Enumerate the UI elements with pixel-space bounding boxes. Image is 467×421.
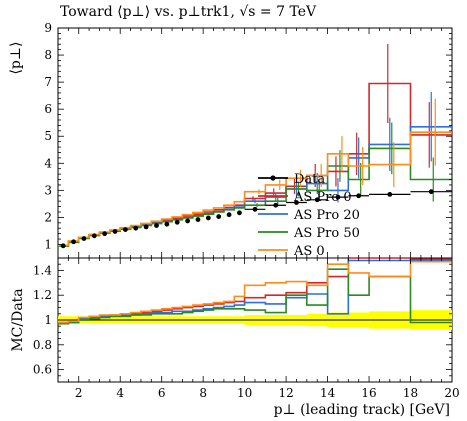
data-point [216, 214, 222, 220]
data-point [314, 197, 320, 203]
x-tick-label: 2 [75, 386, 83, 400]
legend: Data AS Pro 0 AS Pro 20 AS Pro 50 AS 0 [258, 172, 360, 259]
y-tick-label: 3 [44, 183, 52, 197]
data-point [174, 219, 180, 225]
y-tick-label: 4 [44, 156, 52, 170]
data-point [273, 202, 279, 208]
legend-label-as-pro-20: AS Pro 20 [293, 208, 360, 223]
ratio-layer [58, 257, 452, 330]
y-tick-label: 9 [44, 21, 52, 35]
data-point [133, 225, 139, 231]
x-tick-label: 14 [320, 386, 336, 400]
ratio-y-axis-label: MC/Data [10, 288, 26, 351]
data-point [195, 217, 201, 222]
x-tick-label: 10 [237, 386, 252, 400]
data-point [237, 210, 242, 216]
legend-label-as-pro-50: AS Pro 50 [293, 226, 360, 241]
data-point [71, 239, 76, 245]
x-tick-label: 16 [361, 386, 376, 400]
ratio-line-as-0 [58, 260, 452, 324]
main-y-axis-label: ⟨p⊥⟩ [8, 41, 24, 74]
data-point [164, 221, 170, 227]
data-point [122, 227, 128, 232]
y-tick-label: 7 [44, 75, 52, 89]
data-point [205, 215, 211, 221]
data-point [335, 194, 341, 200]
x-axis-label: p⊥ (leading track) [GeV] [274, 402, 450, 418]
legend-label-data: Data [294, 172, 325, 187]
x-tick-label: 12 [278, 386, 293, 400]
x-tick-label: 8 [199, 386, 207, 400]
x-tick-label: 18 [403, 386, 418, 400]
ratio-y-tick-label: 1.4 [33, 263, 52, 277]
data-point [102, 231, 108, 237]
data-point [226, 212, 232, 218]
ratio-line-as-pro-50 [58, 268, 452, 325]
x-tick-label: 6 [158, 386, 166, 400]
main-panel-frame [57, 27, 453, 259]
x-tick-label: 20 [444, 386, 459, 400]
y-tick-label: 8 [44, 48, 52, 62]
data-point [252, 206, 258, 212]
data-point [112, 229, 118, 234]
legend-label-as-pro-0: AS Pro 0 [293, 190, 352, 205]
legend-label-as-0: AS 0 [293, 244, 325, 259]
mc-line-as-pro-20 [58, 126, 452, 247]
data-point [143, 224, 149, 230]
y-tick-label: 5 [44, 129, 52, 143]
data-point [387, 192, 393, 197]
y-tick-label: 1 [44, 237, 52, 251]
x-tick-label: 4 [116, 386, 124, 400]
data-point [91, 233, 97, 239]
y-tick-label: 2 [44, 210, 52, 224]
ratio-y-tick-label: 0.6 [33, 363, 52, 377]
data-point [294, 200, 299, 205]
main-layer [58, 43, 452, 249]
ratio-y-tick-label: 1.2 [33, 288, 52, 302]
ratio-y-tick-label: 0.8 [33, 338, 52, 352]
data-point [81, 236, 87, 241]
data-point [428, 189, 434, 195]
y-tick-label: 6 [44, 102, 52, 116]
data-point [356, 193, 362, 199]
legend-marker-data [270, 175, 276, 181]
data-point [154, 223, 159, 228]
chart-title: Toward ⟨p⊥⟩ vs. p⊥trk1, √s = 7 TeV [60, 4, 317, 20]
ratio-y-tick-label: 1 [44, 313, 52, 327]
data-point [185, 218, 191, 224]
